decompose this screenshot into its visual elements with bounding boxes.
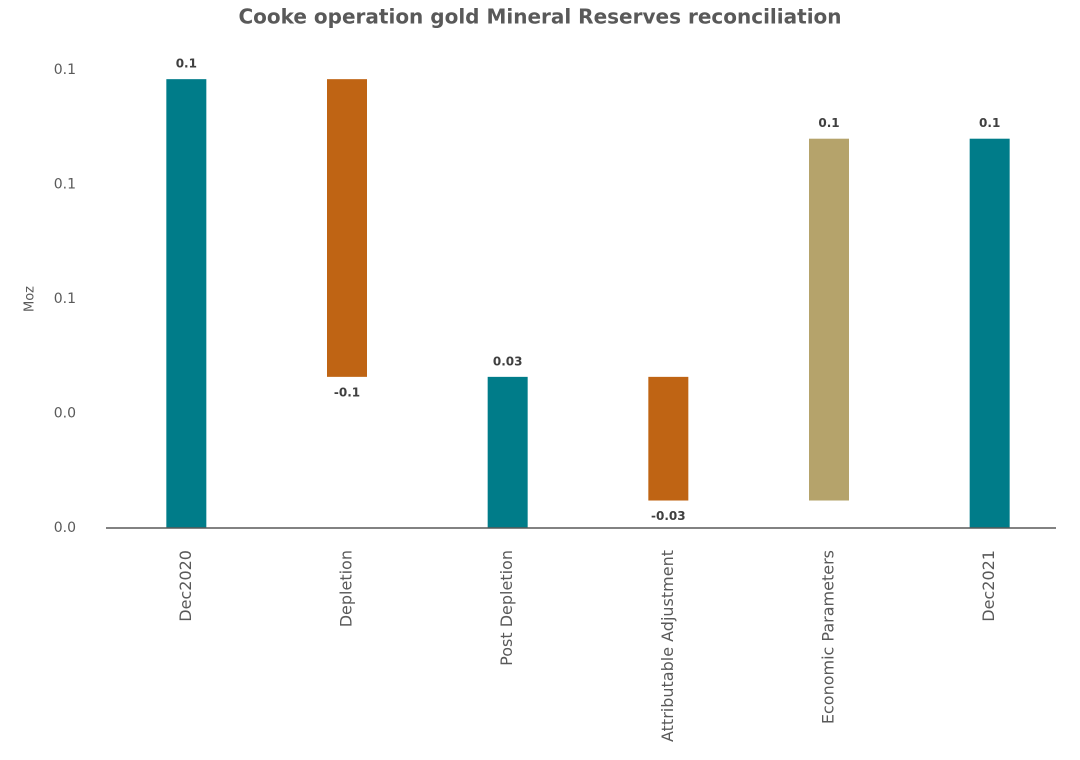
y-tick-label: 0.0 [54, 520, 76, 536]
x-tick-label: Depletion [337, 550, 356, 627]
value-label: 0.1 [176, 57, 197, 71]
bar [648, 376, 689, 501]
bar [487, 376, 528, 528]
bar [166, 79, 207, 528]
bar [809, 138, 849, 501]
value-label: -0.1 [334, 385, 360, 399]
chart-title: Cooke operation gold Mineral Reserves re… [238, 5, 841, 29]
x-tick-label: Dec2020 [176, 550, 195, 622]
value-label: -0.03 [651, 509, 686, 523]
y-tick-label: 0.1 [54, 291, 76, 307]
y-tick-label: 0.1 [54, 177, 76, 193]
bar [327, 79, 367, 377]
y-axis-label: Moz [23, 286, 38, 312]
value-label: 0.1 [818, 116, 839, 130]
x-tick-label: Economic Parameters [819, 550, 838, 724]
x-tick-label: Attributable Adjustment [658, 550, 677, 742]
bar [969, 138, 1010, 528]
y-tick-label: 0.0 [54, 406, 76, 422]
x-tick-label: Dec2021 [979, 550, 998, 622]
y-tick-label: 0.1 [54, 62, 76, 78]
x-tick-label: Post Depletion [497, 550, 516, 666]
value-label: 0.03 [493, 354, 523, 368]
value-label: 0.1 [979, 116, 1000, 130]
